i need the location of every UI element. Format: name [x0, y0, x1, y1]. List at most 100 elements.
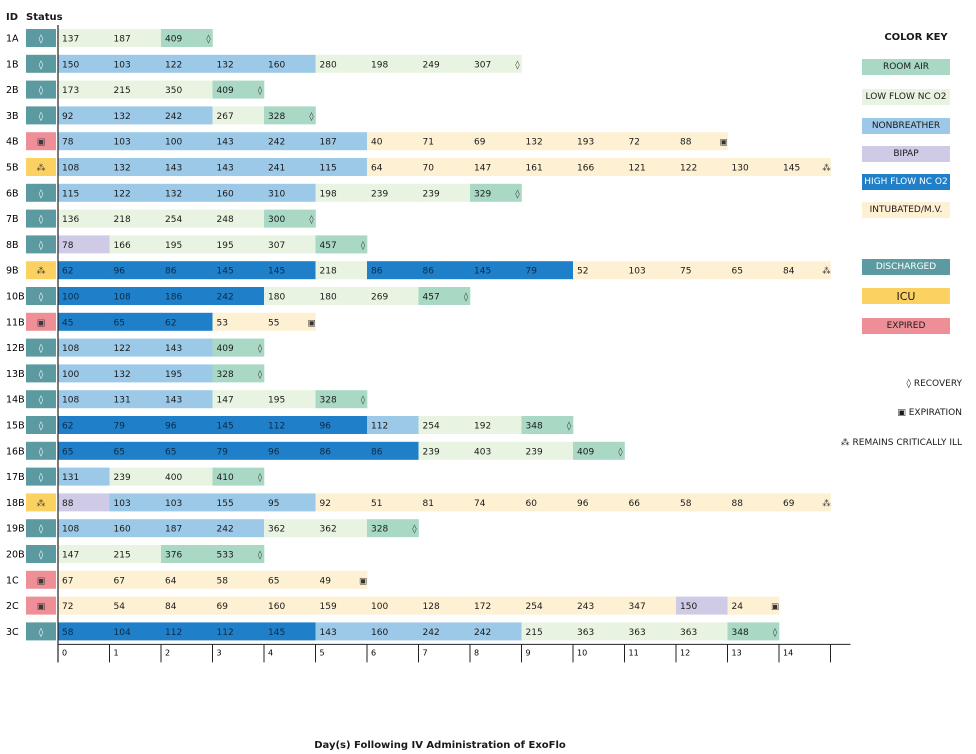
day-value-label: 78: [62, 241, 74, 251]
row-id-label: 4B: [6, 137, 19, 148]
row-id-label: 2C: [6, 601, 19, 612]
day-value-label: 122: [114, 189, 131, 199]
day-segment: [367, 183, 419, 202]
day-segment: [521, 622, 574, 641]
day-segment: [573, 132, 625, 151]
day-segment: [109, 467, 162, 486]
day-value-label: 180: [320, 293, 337, 303]
day-value-label: 160: [268, 60, 285, 70]
outcome-marker: ◊: [515, 189, 520, 199]
day-value-label: 254: [165, 215, 182, 225]
day-value-label: 108: [62, 525, 79, 535]
day-segment: [109, 29, 162, 47]
status-cell: [26, 338, 56, 357]
day-value-label: 198: [320, 189, 337, 199]
day-value-label: 128: [423, 602, 440, 612]
day-segment: [58, 54, 110, 73]
day-segment: [315, 390, 368, 409]
legend-item: NONBREATHER: [862, 118, 950, 134]
day-value-label: 147: [62, 551, 79, 561]
day-segment: [58, 416, 110, 434]
day-value-label: 410: [217, 473, 234, 483]
day-segment: [470, 596, 522, 615]
status-cell: [26, 312, 56, 331]
day-segment: [315, 235, 368, 254]
day-segment: [161, 287, 213, 305]
day-segment: [109, 132, 162, 151]
status-symbol: ⁂: [37, 498, 46, 509]
day-value-label: 241: [268, 164, 285, 174]
x-tick-label: 10: [577, 648, 587, 657]
day-segment: [264, 570, 316, 589]
day-value-label: 307: [474, 60, 491, 70]
symbol-legend-item: ⁂ REMAINS CRITICALLY ILL: [840, 438, 962, 448]
day-value-label: 66: [629, 499, 641, 509]
day-segment: [58, 132, 110, 151]
day-segment: [212, 312, 265, 331]
day-value-label: 242: [217, 293, 234, 303]
day-value-label: 328: [217, 370, 234, 380]
day-segment: [109, 338, 162, 357]
day-segment: [212, 287, 265, 305]
status-symbol: ◊: [39, 292, 44, 303]
day-value-label: 122: [114, 344, 131, 354]
day-segment: [315, 519, 368, 538]
day-value-label: 145: [783, 164, 800, 174]
status-symbol: ◊: [39, 85, 44, 96]
day-value-label: 215: [114, 551, 131, 561]
day-value-label: 49: [320, 576, 332, 586]
day-value-label: 58: [680, 499, 692, 509]
day-segment: [624, 261, 677, 280]
day-segment: [212, 338, 265, 357]
day-segment: [212, 390, 265, 409]
day-segment: [367, 261, 419, 280]
day-segment: [264, 158, 316, 176]
day-segment: [161, 54, 213, 73]
day-value-label: 79: [526, 267, 538, 277]
day-value-label: 409: [577, 447, 594, 457]
day-value-label: 88: [62, 499, 74, 509]
outcome-marker: ▣: [307, 318, 315, 328]
day-segment: [58, 235, 110, 254]
row-id-label: 6B: [6, 188, 19, 199]
status-symbol: ◊: [39, 369, 44, 380]
day-value-label: 84: [783, 267, 795, 277]
status-symbol: ◊: [39, 446, 44, 457]
day-segment: [58, 29, 110, 47]
status-symbol: ◊: [39, 421, 44, 432]
status-symbol: ◊: [39, 111, 44, 122]
legend-item: HIGH FLOW NC O2: [862, 174, 950, 190]
outcome-marker: ◊: [361, 396, 366, 406]
day-value-label: 242: [217, 525, 234, 535]
x-tick-label: 4: [268, 648, 273, 657]
day-segment: [58, 261, 110, 280]
day-value-label: 103: [114, 60, 131, 70]
outcome-marker: ◊: [412, 525, 417, 535]
day-value-label: 79: [114, 422, 126, 432]
day-segment: [470, 622, 522, 641]
day-value-label: 348: [732, 628, 749, 638]
day-segment: [624, 622, 677, 641]
day-segment: [521, 441, 574, 460]
day-segment: [109, 183, 162, 202]
outcome-marker: ◊: [773, 628, 778, 638]
day-segment: [109, 519, 162, 538]
day-value-label: 147: [474, 164, 491, 174]
status-symbol: ◊: [39, 395, 44, 406]
day-segment: [624, 493, 677, 512]
day-value-label: 103: [114, 499, 131, 509]
x-tick-label: 11: [629, 648, 639, 657]
day-segment: [161, 235, 213, 254]
day-segment: [418, 287, 471, 305]
day-value-label: 136: [62, 215, 79, 225]
status-cell: [26, 519, 56, 538]
day-value-label: 145: [217, 422, 234, 432]
day-value-label: 96: [268, 447, 280, 457]
day-segment: [212, 106, 265, 125]
day-segment: [624, 596, 677, 615]
day-value-label: 350: [165, 86, 182, 96]
day-segment: [58, 519, 110, 538]
day-segment: [161, 312, 213, 331]
day-segment: [212, 132, 265, 151]
day-segment: [212, 570, 265, 589]
